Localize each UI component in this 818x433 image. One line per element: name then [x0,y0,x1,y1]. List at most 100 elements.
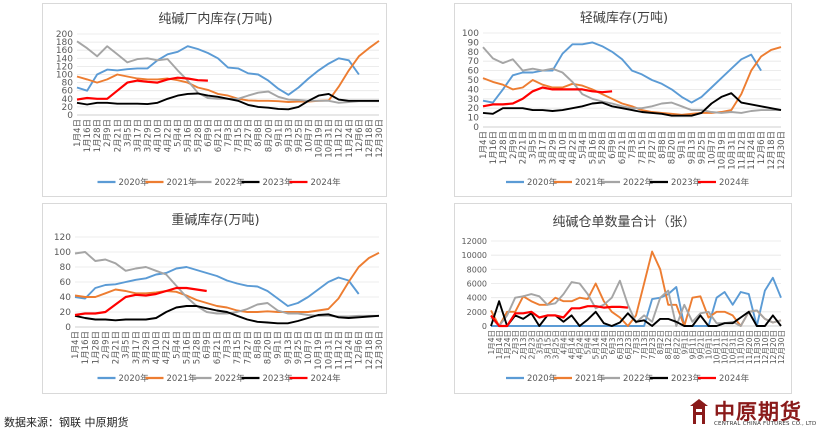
x-tick-label: 7月3日 [223,331,233,359]
x-tick-label: 3月17日 [539,131,549,164]
x-tick-label: 3月15日 [543,330,552,359]
y-tick-label: 20 [468,104,480,114]
y-tick-label: 70 [468,57,480,67]
x-tick-label: 11月24日 [345,119,355,158]
x-tick-label: 12月6日 [355,119,365,152]
x-tick-label: 7月27日 [243,331,253,364]
y-tick-label: 0 [473,123,479,133]
x-tick-label: 4月10日 [154,119,164,152]
x-tick-label: 9月13日 [284,331,294,364]
x-tick-label: 3月17日 [133,119,143,152]
chart-title: 轻碱库存(万吨) [580,10,668,26]
x-tick-label: 7月15日 [638,131,648,164]
x-tick-label: 3月5日 [123,119,133,147]
x-tick-label: 9月1日 [274,119,284,147]
x-tick-label: 7月3日 [632,330,641,355]
x-tick-label: 5月16日 [184,119,194,152]
x-tick-label: 6月21日 [213,331,223,364]
legend: 2020年 2021年 2022年 2023年 2024年 [97,177,341,188]
x-tick-label: 11月12日 [334,331,344,370]
x-tick-label: 7月13日 [640,330,649,359]
y-tick-label: 140 [56,54,73,64]
y-tick-label: 60 [60,278,72,288]
x-tick-label: 8月22日 [672,330,681,359]
y-tick-label: 10 [468,114,480,124]
x-tick-label: 10月7日 [707,131,717,164]
x-tick-label: 6月9日 [608,131,618,159]
series-line-2024 [76,76,208,101]
x-tick-label: 7月27日 [648,131,658,164]
legend-label-2021: 2021年 [575,373,606,384]
legend-label-2021: 2021年 [575,177,606,188]
x-tick-label: 5月28日 [193,331,203,364]
x-tick-label: 4月4日 [560,330,569,355]
x-tick-label: 5月28日 [598,131,608,164]
x-tick-labels: 1月4日 1月16日 1月28日 2月9日 2月21日 3月5日 3月17日 3月29日 4月1… [73,119,385,158]
legend-label-2020: 2020年 [119,177,150,188]
x-tick-label: 9月25日 [698,131,708,164]
x-tick-label: 3月5日 [529,131,539,159]
x-tick-label: 1月16日 [489,131,499,164]
x-tick-labels: 1月4日 1月16日 1月28日 2月9日 2月21日 3月5日 3月17日 3月29日 4月1… [479,131,787,170]
x-tick-label: 2月9日 [103,119,113,147]
legend-label-2024: 2024年 [719,177,750,188]
y-tick-label: 60 [62,87,74,97]
x-tick-label: 12月10日 [761,330,770,364]
x-tick-label: 3月5日 [535,330,544,355]
x-tick-label: 12月6日 [355,331,365,364]
x-tick-label: 5月4日 [584,330,593,355]
x-tick-label: 1月16日 [81,331,91,364]
x-tick-label: 3月17日 [132,331,142,364]
legend: 2020年 2021年 2022年 2023年 2024年 [506,177,750,188]
legend-label-2022: 2022年 [623,373,654,384]
x-tick-label: 12月30日 [777,131,787,170]
x-tick-label: 10月19日 [315,119,325,158]
y-tick-label: 40 [62,95,74,105]
series-line-2023 [490,300,782,327]
y-tick-label: 100 [462,29,479,39]
x-tick-label: 4月24日 [576,330,585,359]
x-tick-label: 3月29日 [549,131,559,164]
x-tick-label: 10月31日 [325,119,335,158]
logo-text-en: CENTRAL CHINA FUTURES CO., LTD [714,421,817,427]
legend-label-2024: 2024年 [311,373,342,384]
x-tick-label: 6月9日 [204,119,214,147]
legend-label-2021: 2021年 [167,177,198,188]
y-tick-label: 200 [56,30,73,40]
x-tick-label: 10月19日 [314,331,324,370]
legend: 2020年 2021年 2022年 2023年 2024年 [97,373,342,384]
series-line-2024 [490,305,628,328]
x-tick-label: 3月25日 [551,330,560,359]
y-tick-label: 0 [67,111,73,121]
y-tick-label: 120 [56,62,73,72]
x-tick-label: 4月10日 [152,331,162,364]
x-tick-label: 8月20日 [668,131,678,164]
legend-label-2023: 2023年 [671,177,702,188]
series-line-2023 [482,92,782,117]
x-tick-label: 2月23日 [527,330,536,359]
x-tick-label: 1月28日 [499,131,509,164]
x-tick-label: 9月13日 [688,131,698,164]
y-tick-label: 180 [56,38,73,48]
x-tick-label: 10月7日 [304,331,314,364]
y-tick-label: 80 [60,263,72,273]
series-line-2020 [74,266,360,307]
x-tick-label: 1月28日 [91,331,101,364]
x-tick-label: 11月24日 [345,331,355,370]
x-tick-label: 8月2日 [656,330,665,355]
x-tick-label: 8月20日 [264,331,274,364]
x-tick-label: 3月29日 [143,119,153,152]
x-tick-label: 4月22日 [164,119,174,152]
x-tick-label: 1月4日 [73,119,83,147]
y-tick-label: 80 [468,48,480,58]
chart-title: 重碱库存(万吨) [171,212,259,228]
legend-label-2024: 2024年 [719,373,750,384]
data-source-note: 数据来源：钢联 中原期货 [4,416,129,429]
x-tick-label: 3月29日 [142,331,152,364]
x-tick-label: 9月13日 [284,119,294,152]
x-tick-label: 2月21日 [112,331,122,364]
x-tick-label: 12月30日 [777,330,786,364]
x-tick-label: 12月18日 [365,119,375,158]
legend-label-2020: 2020年 [527,177,558,188]
